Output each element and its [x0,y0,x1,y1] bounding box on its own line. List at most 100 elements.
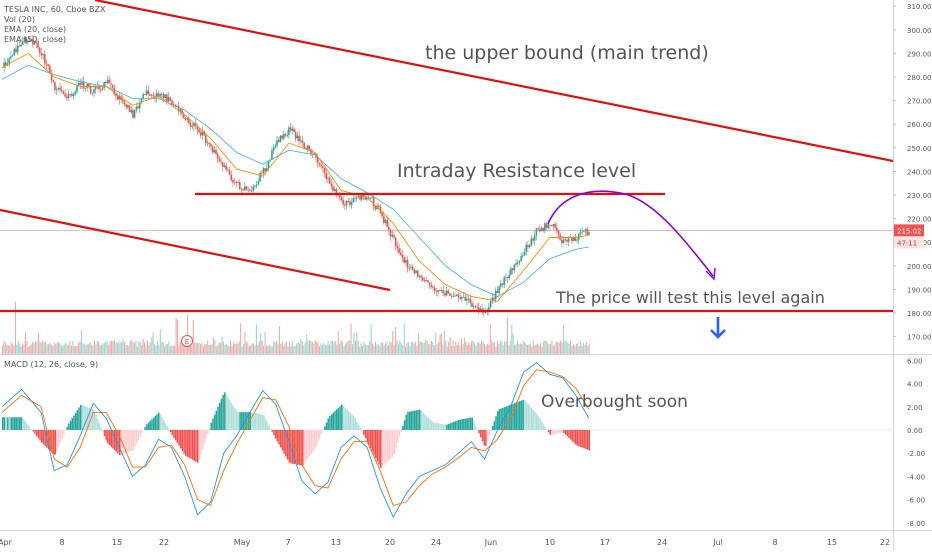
volume-bar [19,343,21,354]
volume-bar [461,337,463,354]
volume-bar [403,323,405,354]
macd-hist-bar [485,430,487,446]
volume-bar [159,328,161,354]
macd-hist-bar [495,416,497,430]
candle-body [323,167,326,173]
macd-hist-bar [568,430,570,438]
candle-body [216,153,219,159]
macd-hist-bar [242,412,245,430]
macd-hist-bar [18,417,21,430]
macd-hist-bar [430,420,433,430]
candle-body [54,81,56,90]
macd-hist-bar [502,407,504,430]
volume-bar [506,317,509,354]
volume-bar [416,346,418,354]
candle-body [218,158,221,161]
candle-body [333,189,336,191]
candle-body [425,280,428,281]
candle-body [66,96,68,99]
macd-hist-bar [378,430,380,465]
candle-body [408,267,411,269]
volume-bar [432,341,434,354]
macd-hist-bar [588,430,591,451]
candle-body [69,94,72,95]
candle-body [21,41,24,45]
volume-bar [393,345,395,354]
macd-hist-bar [576,430,579,446]
volume-bar [176,319,179,354]
candle-body [398,248,400,253]
volume-bar [392,331,394,354]
macd-hist-bar [390,430,392,459]
candle-body [318,162,321,165]
macd-hist-bar [32,430,35,432]
macd-hist-bar [139,430,141,437]
macd-hist-bar [105,430,107,441]
candle-body [49,65,51,74]
candle-body [211,146,214,153]
candle-body [37,42,39,48]
macd-hist-bar [456,420,458,430]
macd-hist-bar [458,419,460,430]
price-axis-tick: 250.00 [907,145,932,153]
volume-bar [250,345,252,354]
volume-bar [220,343,222,354]
candle-body [379,207,382,213]
macd-hist-bar [166,426,168,430]
volume-bar [151,336,153,354]
candle-body [125,104,127,108]
volume-bar [488,344,490,354]
macd-hist-bar [22,418,24,430]
candle-body [77,83,80,86]
candle-body [43,53,46,64]
time-axis-tick: May [234,538,251,547]
volume-bar [136,346,138,354]
volume-bar [22,343,24,354]
candle-body [238,182,241,190]
macd-hist-bar [422,412,424,430]
volume-bar [330,340,332,354]
volume-bar [508,344,510,354]
macd-hist-bar [374,430,377,459]
volume-bar [17,340,19,354]
candle-body [147,90,149,95]
volume-bar [397,344,399,354]
volume-bar [514,344,516,354]
volume-bar [407,342,410,354]
candle-body [152,95,155,97]
macd-hist-bar [54,430,57,455]
volume-bar [254,345,256,354]
candle-body [530,238,533,246]
volume-bar [298,343,301,354]
macd-hist-bar [446,424,448,430]
volume-bar [395,326,397,354]
time-axis-tick: Jun [484,538,498,547]
macd-hist-bar [352,416,355,430]
candle-body [552,224,555,227]
candle-body [277,140,280,143]
volume-bar [278,326,280,354]
upper-trendline [94,0,894,163]
candle-body [364,196,366,200]
candle-body [474,306,477,308]
macd-hist-bar [203,430,206,444]
volume-bar [548,344,550,354]
volume-bar [504,341,506,354]
macd-hist-bar [25,422,28,430]
volume-bar [539,342,541,354]
macd-hist-bar [213,414,216,430]
macd-hist-bar [196,430,199,463]
candle-body [42,53,44,56]
macd-hist-bar [447,423,450,430]
candle-body [513,264,516,271]
time-axis-tick: 15 [112,538,122,547]
volume-bar [125,344,127,354]
candle-body [440,290,443,292]
candle-body [557,230,560,235]
candle-body [349,201,351,206]
candle-body [101,88,104,90]
candle-body [86,83,88,88]
macd-hist-bar [44,430,46,446]
